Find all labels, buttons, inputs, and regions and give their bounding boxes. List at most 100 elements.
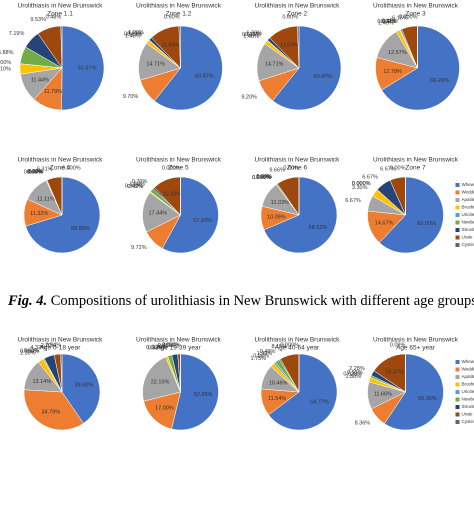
data-label: 8.36% — [355, 421, 371, 427]
data-label: 4.10% — [0, 67, 11, 73]
chart-subtitle: Zone 2 — [287, 11, 308, 18]
chart-title: Urolithiasis in New Brunswick — [255, 3, 341, 10]
legend-label: Weddellite — [462, 367, 474, 372]
chart-title: Urolithiasis in New Brunswick — [136, 157, 222, 164]
data-label: 0.92% — [148, 346, 164, 352]
data-label: 1.75% — [250, 356, 266, 362]
legend-label: Struvite — [462, 227, 474, 232]
legend-label: Weddellite — [462, 190, 474, 195]
pie-slice — [61, 25, 105, 111]
data-label: 0.000% — [162, 342, 181, 348]
pie-slice — [381, 25, 460, 111]
pie-slice — [142, 192, 181, 233]
data-label: 12.78% — [383, 69, 402, 75]
data-label: 59.36% — [418, 396, 437, 402]
data-label: 39.60% — [74, 383, 93, 389]
data-label: 0.000% — [24, 170, 43, 176]
chart-title: Urolithiasis in New Brunswick — [18, 157, 104, 164]
chart-title: Urolithiasis in New Brunswick — [373, 157, 459, 164]
pie-slice — [297, 25, 300, 69]
data-label: 11.63% — [162, 42, 180, 48]
data-label: 0.000% — [399, 14, 418, 20]
pie-slice — [142, 356, 181, 402]
chart-title: Urolithiasis in New Brunswick — [136, 3, 222, 10]
data-label: 9.70% — [123, 94, 139, 100]
data-label: 0.000% — [146, 345, 165, 351]
data-label: 0.86% — [253, 353, 269, 359]
pie-slice — [161, 176, 219, 254]
data-label: 0.000% — [252, 175, 271, 181]
data-label: 0.60% — [164, 14, 180, 20]
data-label: 60.87% — [195, 74, 214, 80]
legend-label: Newberyite — [462, 397, 474, 402]
chart-subtitle: Age 65+ year — [396, 345, 436, 352]
data-label: 11.03% — [271, 200, 289, 206]
data-label: 0.32% — [381, 19, 397, 25]
data-label: 52.85% — [194, 392, 213, 398]
data-label: 6.15% — [392, 15, 408, 21]
pie-slice — [263, 176, 338, 254]
legend-swatch — [455, 190, 460, 195]
legend-swatch — [455, 220, 460, 225]
legend-swatch — [455, 367, 460, 372]
pie-slice — [171, 353, 219, 431]
caption: Fig. 4. Compositions of urolithiasis in … — [8, 293, 474, 310]
data-label: 1.20% — [246, 30, 262, 36]
data-label: 0.60% — [256, 174, 272, 180]
legend-swatch — [455, 375, 460, 379]
data-label: 0.000% — [352, 181, 371, 187]
data-label: 0.000% — [352, 181, 371, 187]
data-label: 6.88% — [0, 50, 14, 56]
chart-subtitle: Zone 4 — [50, 165, 71, 172]
legend-label: Cystine — [462, 419, 474, 424]
pie-slice — [143, 391, 181, 430]
data-label: 66.26% — [430, 78, 449, 84]
chart-title: Urolithiasis in New Brunswick — [255, 157, 341, 164]
data-label: 0.026% — [242, 32, 261, 38]
data-label: 0.000% — [252, 175, 271, 181]
data-label: 0.09% — [390, 342, 406, 348]
data-label: 1.48% — [125, 34, 141, 40]
data-label: 0.13% — [245, 32, 261, 38]
data-label: 57.93% — [193, 218, 212, 224]
legend-swatch — [455, 213, 460, 217]
data-label: 68.62% — [309, 225, 328, 231]
data-label: 7.19% — [9, 31, 25, 37]
legend-swatch — [455, 235, 460, 240]
legend-swatch — [455, 198, 460, 202]
legend-label: Struvite — [462, 404, 474, 409]
legend-swatch — [455, 382, 460, 387]
data-label: 11.66% — [374, 392, 392, 398]
legend-swatch — [455, 397, 460, 402]
data-label: 6.67% — [345, 198, 361, 204]
pie-slice — [268, 353, 338, 431]
chart-title: Urolithiasis in New Brunswick — [18, 337, 104, 344]
data-label: 11.79% — [44, 89, 62, 95]
data-label: 0.026% — [124, 31, 143, 37]
chart-subtitle: Zone 6 — [287, 165, 308, 172]
data-label: 1.20% — [128, 30, 144, 36]
data-label: 62.00% — [417, 221, 436, 227]
chart-title: Urolithiasis in New Brunswick — [373, 337, 459, 344]
data-label: 0.09% — [27, 170, 43, 176]
data-label: 1.49% — [378, 20, 394, 26]
pie-slice — [154, 25, 223, 111]
legend-label: Whewellite — [462, 359, 474, 364]
data-label: 14.71% — [265, 62, 284, 68]
data-label: 8.15% — [271, 344, 287, 350]
data-label: 1.14% — [163, 342, 179, 348]
pie-slice — [25, 176, 101, 254]
legend-label: Cystine — [462, 242, 474, 247]
data-label: 11.44% — [31, 77, 49, 83]
data-label: 13.14% — [32, 379, 51, 385]
data-label: 9.53% — [30, 17, 46, 23]
data-label: 51.67% — [78, 66, 97, 72]
legend-swatch — [455, 405, 460, 409]
data-label: 0.70% — [132, 179, 148, 185]
data-label: 11.54% — [268, 396, 286, 402]
data-label: 60.47% — [313, 74, 332, 80]
legend-swatch — [455, 360, 460, 364]
chart-title: Urolithiasis in New Brunswick — [255, 337, 341, 344]
legend-swatch — [455, 183, 460, 187]
data-label: 0.00% — [390, 165, 406, 171]
